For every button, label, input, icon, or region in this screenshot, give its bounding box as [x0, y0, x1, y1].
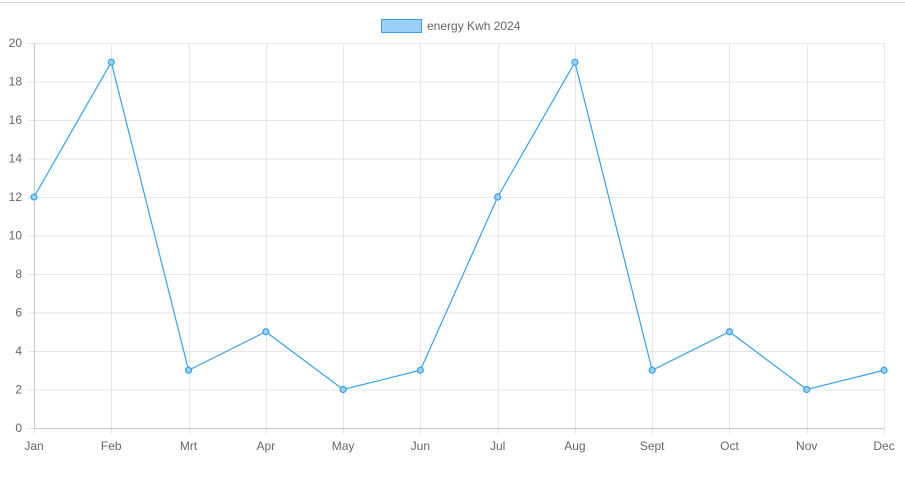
- x-tick-label: Jan: [24, 439, 43, 453]
- y-tick-label: 6: [15, 306, 22, 320]
- series-group: [30, 58, 888, 394]
- y-tick-label: 4: [15, 344, 22, 358]
- y-tick-label: 0: [15, 421, 22, 435]
- x-tick-label: Oct: [720, 439, 739, 453]
- data-point[interactable]: [339, 385, 347, 394]
- data-point[interactable]: [107, 58, 115, 66]
- y-tick-label: 14: [9, 152, 23, 166]
- x-tick-label: Nov: [796, 439, 817, 453]
- data-point[interactable]: [30, 193, 38, 201]
- x-axis-ticks: Jan Feb Mrt Apr May Jun Jul Aug Sept Oct Nov Dec: [24, 439, 894, 453]
- data-point[interactable]: [725, 328, 734, 336]
- data-point[interactable]: [494, 193, 502, 201]
- x-tick-label: May: [332, 439, 355, 453]
- x-tick-label: Mrt: [180, 439, 198, 453]
- y-axis-ticks: 0 2 4 6 8 10 12 14 16 18 20: [9, 36, 23, 435]
- x-tick-label: Sept: [640, 439, 665, 453]
- y-tick-label: 10: [9, 229, 23, 243]
- grid-lines: [28, 43, 885, 434]
- data-point[interactable]: [571, 58, 579, 66]
- x-tick-label: Feb: [101, 439, 122, 453]
- x-tick-label: Jun: [411, 439, 430, 453]
- data-point[interactable]: [803, 385, 811, 394]
- data-point[interactable]: [262, 328, 270, 336]
- y-tick-label: 8: [15, 267, 22, 281]
- legend-swatch[interactable]: [381, 19, 422, 33]
- x-tick-label: Jul: [490, 439, 505, 453]
- axes: [34, 43, 884, 429]
- x-tick-label: Apr: [256, 439, 275, 453]
- y-tick-label: 18: [9, 75, 23, 89]
- series-line: [33, 60, 885, 391]
- top-divider: [0, 2, 905, 3]
- y-tick-label: 12: [9, 190, 23, 204]
- y-tick-label: 20: [9, 36, 23, 50]
- x-tick-label: Dec: [873, 439, 894, 453]
- y-tick-label: 16: [9, 113, 23, 127]
- legend-label[interactable]: energy Kwh 2024: [427, 19, 521, 33]
- legend[interactable]: energy Kwh 2024: [381, 19, 521, 33]
- y-tick-label: 2: [15, 383, 22, 397]
- data-point[interactable]: [416, 366, 424, 374]
- data-point[interactable]: [648, 366, 656, 374]
- data-point[interactable]: [880, 366, 888, 374]
- data-point[interactable]: [184, 366, 193, 374]
- x-tick-label: Aug: [564, 439, 585, 453]
